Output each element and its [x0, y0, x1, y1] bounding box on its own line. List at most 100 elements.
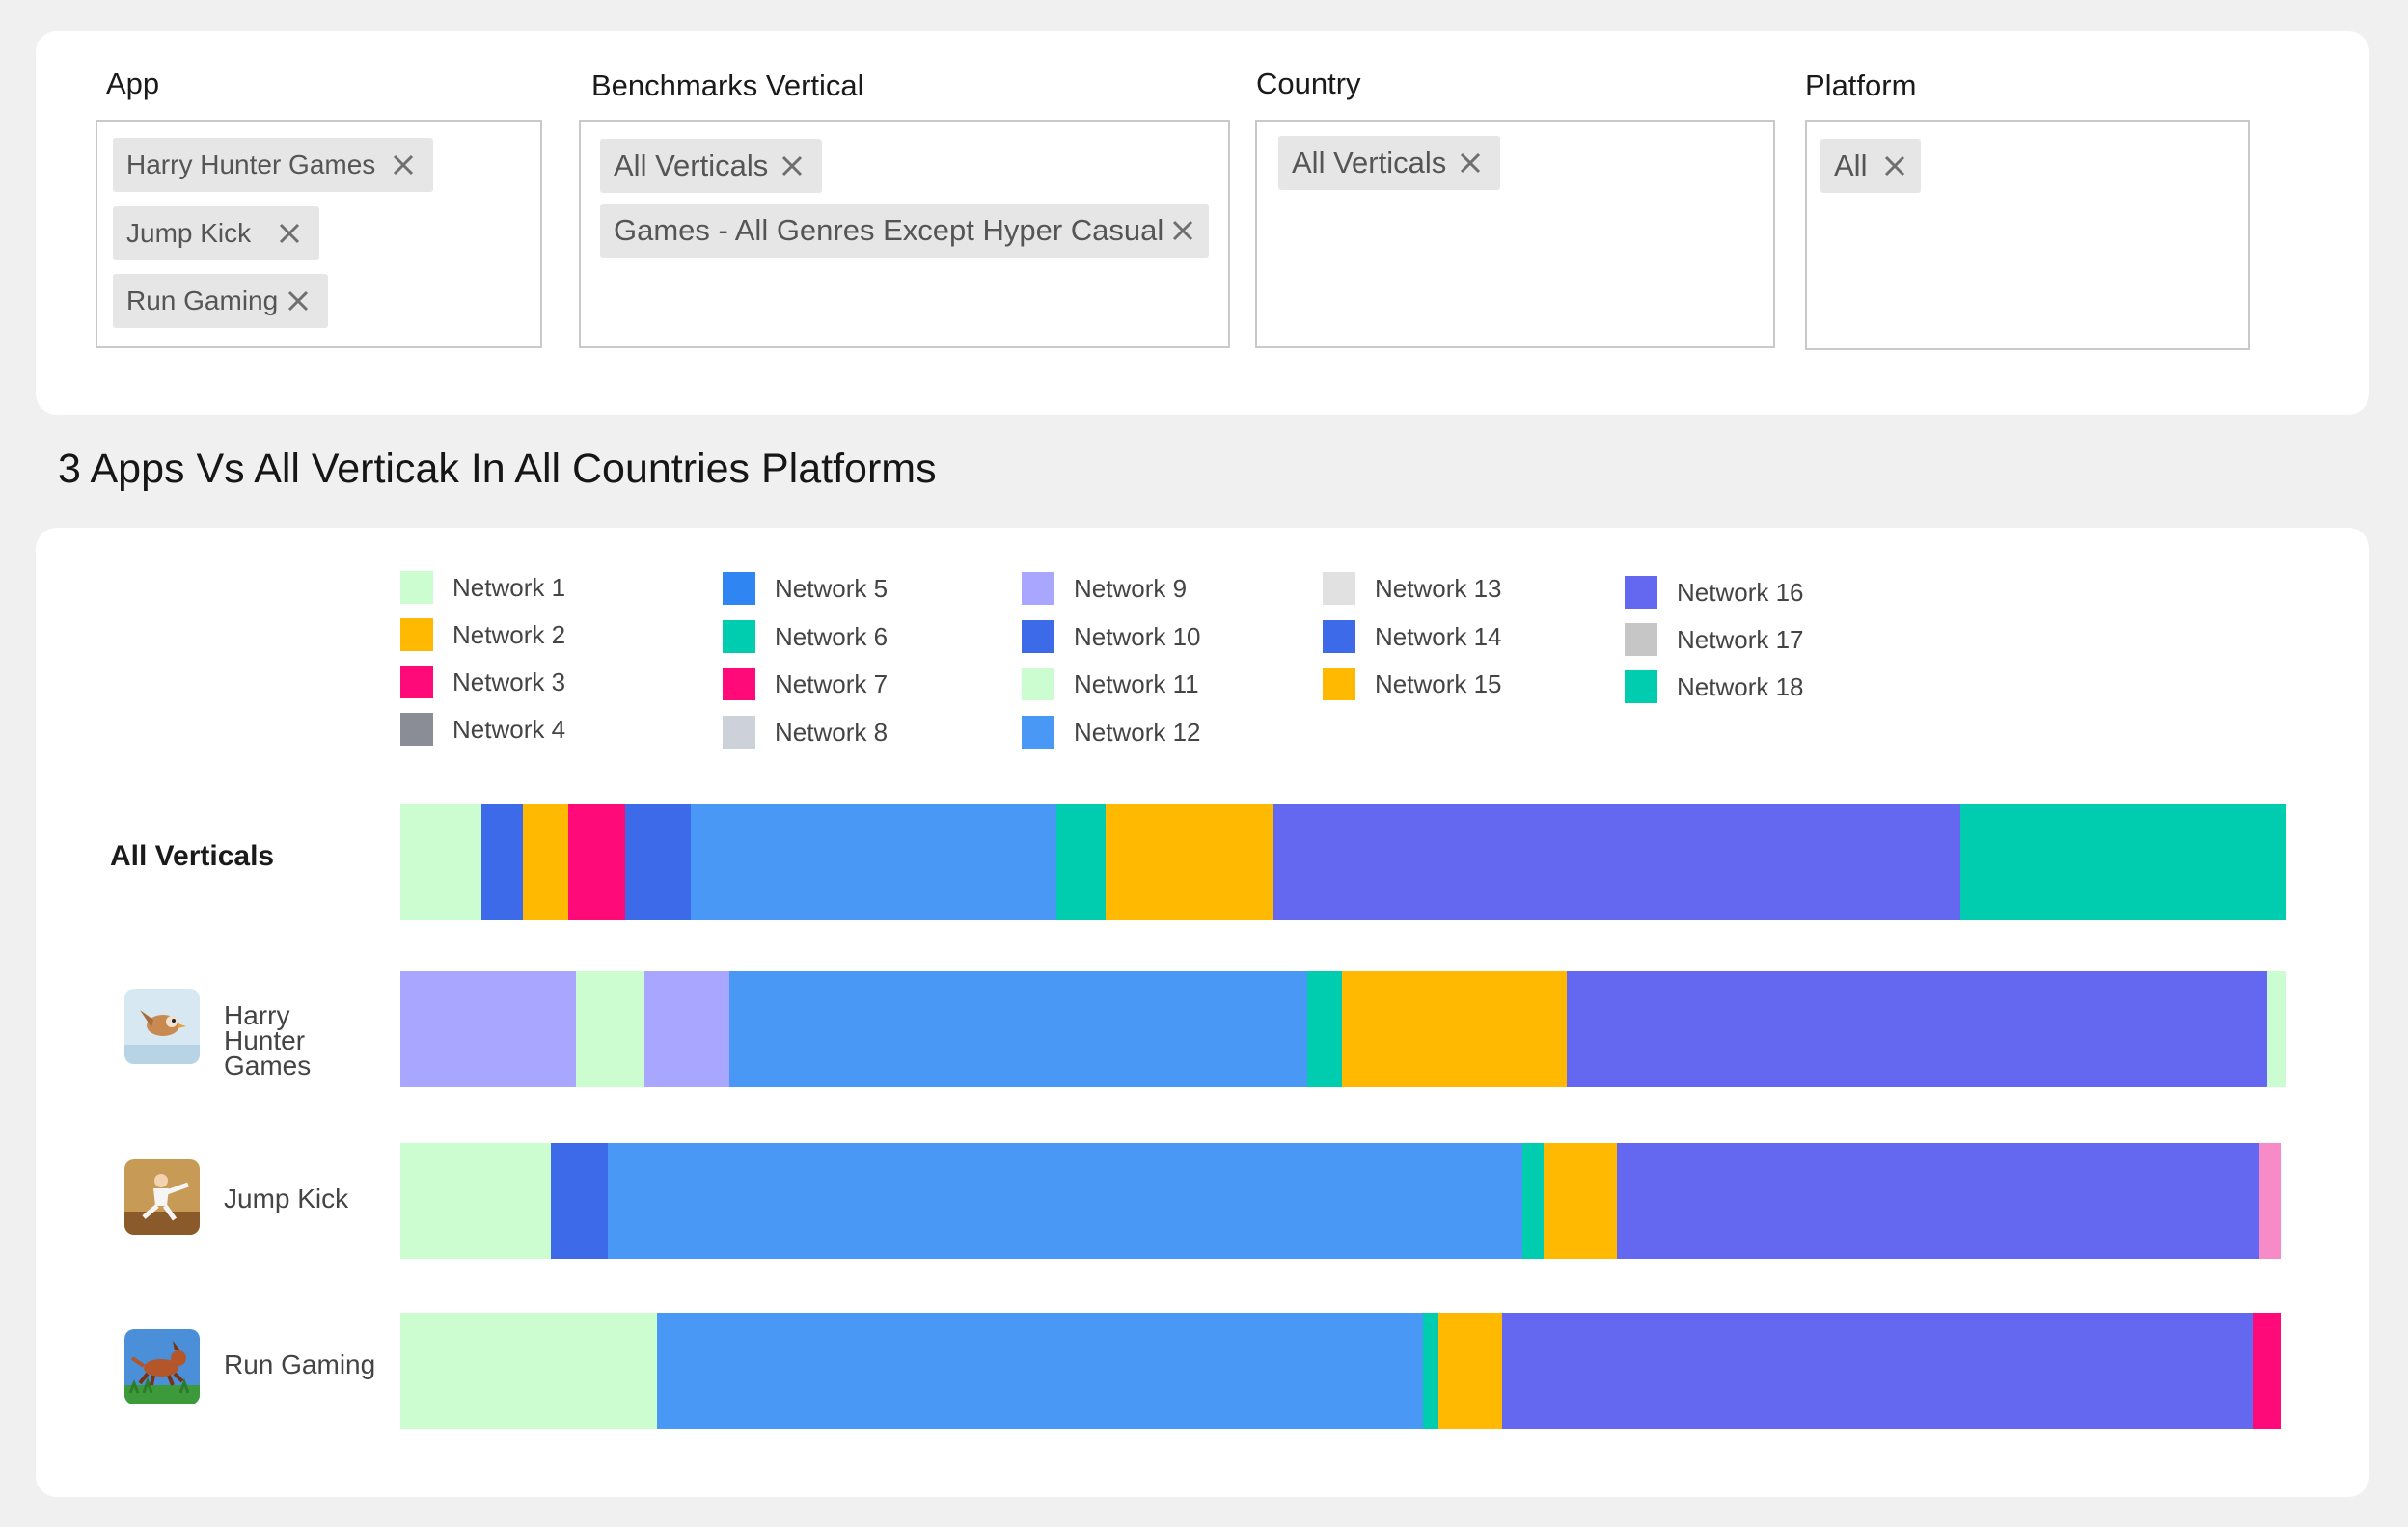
row-label-run-gaming: Run Gaming: [224, 1350, 376, 1379]
remove-chip-icon[interactable]: [1170, 218, 1195, 243]
legend-swatch: [1323, 668, 1355, 700]
legend-swatch: [1625, 576, 1657, 609]
remove-chip-icon[interactable]: [1882, 153, 1907, 178]
chip-all-verticals-country: All Verticals: [1278, 136, 1500, 190]
legend-label: Network 4: [452, 714, 566, 744]
bar-segment[interactable]: [608, 1143, 1523, 1259]
row-label-harry-hunter-games: Harry Hunter Games: [224, 1000, 312, 1080]
legend-item: Network 16: [1625, 575, 1804, 610]
bar-segment[interactable]: [551, 1143, 609, 1259]
chip-label: All Verticals: [1292, 146, 1447, 179]
bar-segment[interactable]: [1106, 804, 1274, 920]
legend-swatch: [400, 571, 433, 604]
legend-item: Network 10: [1022, 619, 1201, 654]
legend-label: Network 18: [1677, 671, 1804, 701]
chip-label: Run Gaming: [126, 286, 279, 315]
bar-segment[interactable]: [567, 804, 626, 920]
bar-segment[interactable]: [1056, 804, 1107, 920]
remove-chip-icon[interactable]: [286, 288, 311, 314]
chip-games-all-genres: Games - All Genres Except Hyper Casual: [600, 204, 1209, 258]
bar-segment[interactable]: [2259, 1143, 2281, 1259]
legend-item: Network 17: [1625, 622, 1804, 657]
app-filter-box[interactable]: Harry Hunter Games Jump Kick Run Gaming: [96, 120, 542, 348]
legend-item: Network 3: [400, 665, 565, 699]
bar-segment[interactable]: [1566, 971, 2268, 1087]
legend-label: Network 9: [1074, 573, 1188, 603]
legend-item: Network 9: [1022, 571, 1187, 606]
bar-segment[interactable]: [1438, 1313, 1504, 1429]
chart-panel: Network 1 Network 2 Network 3 Network 4 Netw…: [36, 528, 2369, 1497]
bar-segment[interactable]: [1543, 1143, 1618, 1259]
remove-chip-icon[interactable]: [780, 153, 805, 178]
legend-item: Network 14: [1323, 619, 1502, 654]
remove-chip-icon[interactable]: [277, 221, 302, 246]
legend-label: Network 7: [775, 668, 889, 698]
legend-item: Network 18: [1625, 669, 1804, 704]
platform-filter-box[interactable]: All: [1805, 120, 2250, 350]
legend-label: Network 13: [1375, 573, 1502, 603]
legend-label: Network 11: [1074, 668, 1199, 698]
bar-segment[interactable]: [691, 804, 1057, 920]
bar-segment[interactable]: [1273, 804, 1961, 920]
bar-segment[interactable]: [1616, 1143, 2261, 1259]
stacked-bar[interactable]: [400, 1313, 2281, 1429]
legend-item: Network 13: [1323, 571, 1502, 606]
bar-segment[interactable]: [523, 804, 569, 920]
bar-segment[interactable]: [400, 1143, 552, 1259]
chip-label: All Verticals: [614, 149, 769, 182]
bar-segment[interactable]: [1522, 1143, 1545, 1259]
legend-item: Network 15: [1323, 667, 1502, 701]
legend-swatch: [723, 620, 755, 653]
dog-icon: [124, 1329, 200, 1404]
legend-swatch: [400, 618, 433, 651]
chip-run-gaming: Run Gaming: [113, 274, 328, 328]
legend-label: Network 17: [1677, 624, 1804, 654]
legend-item: Network 5: [723, 571, 888, 606]
legend-label: Network 16: [1677, 577, 1804, 607]
stacked-bar[interactable]: [400, 1143, 2281, 1259]
chip-label: Jump Kick: [126, 218, 252, 248]
platform-filter-label: Platform: [1805, 68, 1917, 102]
bar-segment[interactable]: [1307, 971, 1343, 1087]
legend-label: Network 6: [775, 621, 889, 651]
legend-item: Network 7: [723, 667, 888, 701]
bar-segment[interactable]: [624, 804, 692, 920]
bar-segment[interactable]: [1502, 1313, 2254, 1429]
bar-segment[interactable]: [481, 804, 524, 920]
bar-segment[interactable]: [400, 971, 577, 1087]
legend-swatch: [1625, 670, 1657, 703]
bar-segment[interactable]: [728, 971, 1308, 1087]
remove-chip-icon[interactable]: [391, 152, 416, 177]
bar-segment[interactable]: [1341, 971, 1568, 1087]
legend-swatch: [1323, 572, 1355, 605]
legend-item: Network 12: [1022, 715, 1201, 750]
country-filter-box[interactable]: All Verticals: [1255, 120, 1775, 348]
bar-segment[interactable]: [1423, 1313, 1439, 1429]
chip-harry-hunter-games: Harry Hunter Games: [113, 138, 433, 192]
stacked-bar[interactable]: [400, 971, 2286, 1087]
legend-swatch: [1323, 620, 1355, 653]
stacked-bar[interactable]: [400, 804, 2286, 920]
app-filter-label: App: [106, 67, 160, 100]
legend-swatch: [1022, 572, 1054, 605]
country-filter-label: Country: [1256, 67, 1361, 100]
karate-icon: [124, 1159, 200, 1235]
bar-segment[interactable]: [1959, 804, 2286, 920]
remove-chip-icon[interactable]: [1458, 150, 1483, 176]
vertical-filter-box[interactable]: All Verticals Games - All Genres Except …: [579, 120, 1230, 348]
vertical-filter-label: Benchmarks Vertical: [591, 68, 864, 102]
bar-segment[interactable]: [2252, 1313, 2281, 1429]
bird-icon: [124, 989, 200, 1064]
filters-panel: App Harry Hunter Games Jump Kick Run Gam…: [36, 31, 2369, 415]
bar-segment[interactable]: [400, 1313, 658, 1429]
legend-label: Network 3: [452, 667, 566, 696]
bar-segment[interactable]: [2267, 971, 2286, 1087]
chip-label: Games - All Genres Except Hyper Casual: [614, 213, 1164, 247]
legend-item: Network 1: [400, 570, 565, 605]
bar-segment[interactable]: [400, 804, 482, 920]
row-label-jump-kick: Jump Kick: [224, 1184, 349, 1213]
bar-segment[interactable]: [656, 1313, 1425, 1429]
legend-swatch: [723, 716, 755, 749]
bar-segment[interactable]: [643, 971, 730, 1087]
bar-segment[interactable]: [576, 971, 645, 1087]
